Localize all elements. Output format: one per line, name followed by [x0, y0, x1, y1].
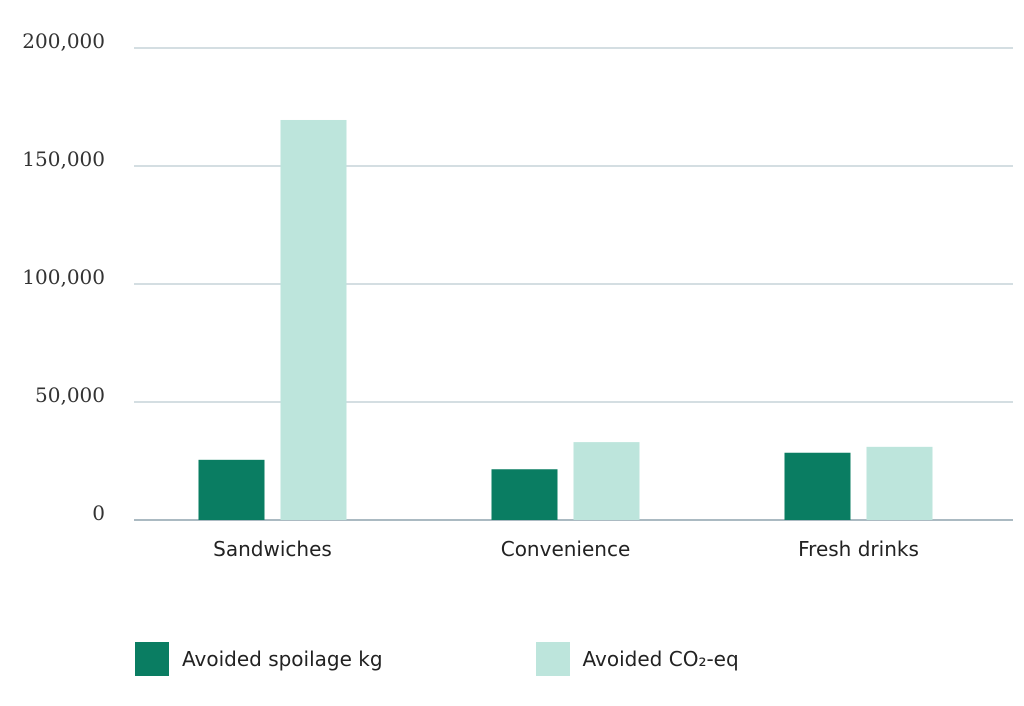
y-tick-label: 150,000	[22, 147, 105, 171]
y-axis-tick-labels: 0 50,000 100,000 150,000 200,000	[22, 29, 105, 525]
bar-fresh-drinks-series-0	[784, 452, 851, 520]
legend-label-co2: Avoided CO₂-eq	[582, 647, 739, 671]
bars	[198, 119, 933, 520]
legend-label-spoilage: Avoided spoilage kg	[182, 647, 383, 671]
y-tick-label: 50,000	[35, 383, 105, 407]
legend-item-spoilage: Avoided spoilage kg	[135, 642, 383, 676]
legend-item-co2: Avoided CO₂-eq	[535, 642, 739, 676]
bar-fresh-drinks-series-1	[866, 446, 933, 520]
legend-swatch-spoilage	[135, 642, 169, 676]
bar-sandwiches-series-1	[280, 119, 347, 520]
bar-convenience-series-1	[573, 442, 640, 520]
x-axis-tick-labels: Sandwiches Convenience Fresh drinks	[213, 537, 919, 561]
y-tick-label: 100,000	[22, 265, 105, 289]
bar-convenience-series-0	[491, 469, 558, 520]
x-tick-label: Convenience	[501, 537, 631, 561]
legend-swatch-co2	[535, 642, 570, 676]
y-tick-label: 200,000	[22, 29, 105, 53]
y-tick-label: 0	[92, 501, 105, 525]
x-tick-label: Fresh drinks	[798, 537, 919, 561]
legend: Avoided spoilage kg Avoided CO₂-eq	[135, 642, 739, 676]
x-tick-label: Sandwiches	[213, 537, 332, 561]
bar-sandwiches-series-0	[198, 459, 265, 520]
